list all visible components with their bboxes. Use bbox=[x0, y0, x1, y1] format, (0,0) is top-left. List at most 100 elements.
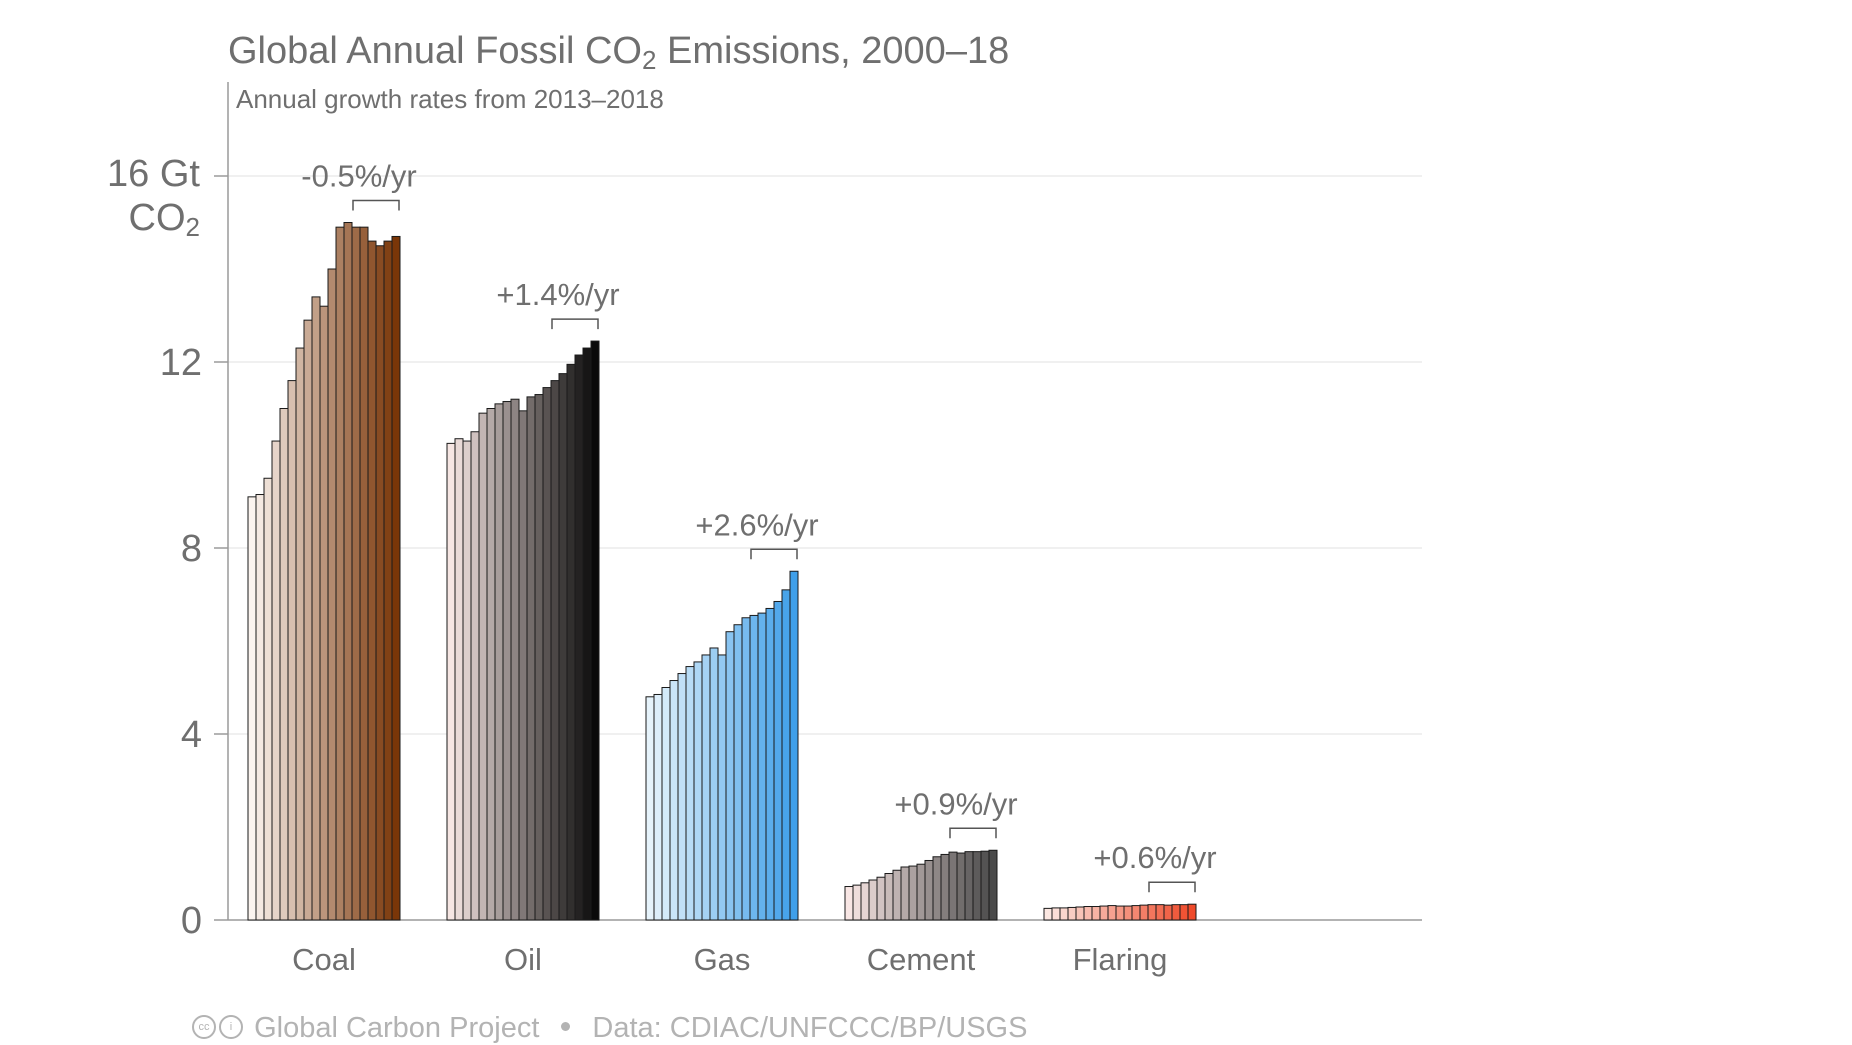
bar-coal bbox=[255, 494, 265, 921]
bar-oil bbox=[478, 412, 488, 921]
footer-credit: Global Carbon Project bbox=[254, 1012, 540, 1044]
bar-gas bbox=[749, 614, 759, 921]
bar-cement bbox=[948, 851, 958, 921]
bar-cement bbox=[900, 866, 910, 921]
bar-gas bbox=[725, 631, 735, 921]
bar-flaring bbox=[1115, 905, 1125, 921]
bar-coal bbox=[359, 226, 369, 921]
bar-cement bbox=[980, 850, 990, 921]
bar-coal bbox=[295, 347, 305, 921]
bar-coal bbox=[271, 440, 281, 921]
bar-oil bbox=[542, 387, 552, 921]
bar-gas bbox=[693, 661, 703, 921]
growth-rate-label: +0.9%/yr bbox=[894, 786, 1017, 821]
bar-oil bbox=[526, 396, 536, 921]
bar-coal bbox=[391, 235, 401, 921]
bar-cement bbox=[860, 882, 870, 921]
bar-gas bbox=[701, 654, 711, 921]
bar-flaring bbox=[1179, 904, 1189, 921]
bar-gas bbox=[661, 687, 671, 921]
bar-cement bbox=[868, 879, 878, 921]
y-tick-label: 4 bbox=[181, 714, 202, 756]
bar-cement bbox=[876, 876, 886, 921]
bar-coal bbox=[367, 240, 377, 921]
growth-rate-label: +0.6%/yr bbox=[1093, 840, 1216, 875]
bar-flaring bbox=[1051, 907, 1061, 921]
footer-separator-dot bbox=[561, 1021, 571, 1031]
bar-gas bbox=[653, 693, 663, 921]
bar-gas bbox=[677, 673, 687, 921]
growth-rate-label: +2.6%/yr bbox=[695, 507, 818, 542]
bar-cement bbox=[924, 859, 934, 921]
y-tick-label: 8 bbox=[181, 528, 202, 570]
bar-flaring bbox=[1107, 905, 1117, 921]
bar-gas bbox=[685, 666, 695, 921]
bar-coal bbox=[343, 222, 353, 921]
category-label: Coal bbox=[292, 942, 356, 977]
bar-coal bbox=[383, 240, 393, 921]
bar-flaring bbox=[1155, 904, 1165, 921]
bar-gas bbox=[669, 680, 679, 921]
bar-oil bbox=[566, 363, 576, 921]
bar-flaring bbox=[1147, 904, 1157, 921]
bar-coal bbox=[351, 226, 361, 921]
growth-bracket bbox=[750, 548, 798, 560]
bar-coal bbox=[327, 268, 337, 921]
bar-coal bbox=[311, 296, 321, 921]
category-label: Gas bbox=[694, 942, 751, 977]
bar-oil bbox=[582, 347, 592, 921]
bar-flaring bbox=[1171, 904, 1181, 921]
bar-coal bbox=[287, 380, 297, 921]
bar-cement bbox=[852, 884, 862, 921]
bar-oil bbox=[454, 438, 464, 921]
bar-cement bbox=[956, 852, 966, 921]
bar-gas bbox=[789, 570, 799, 921]
bar-gas bbox=[781, 589, 791, 921]
footer: cc i Global Carbon Project Data: CDIAC/UNF… bbox=[192, 1012, 1027, 1045]
bar-cement bbox=[964, 851, 974, 921]
bar-gas bbox=[717, 654, 727, 921]
bar-flaring bbox=[1123, 905, 1133, 921]
bar-coal bbox=[263, 477, 273, 921]
growth-bracket bbox=[352, 199, 400, 211]
bar-coal bbox=[303, 319, 313, 921]
bar-flaring bbox=[1075, 906, 1085, 921]
bar-coal bbox=[335, 226, 345, 921]
bar-coal bbox=[247, 496, 257, 921]
bar-cement bbox=[932, 856, 942, 921]
bar-cement bbox=[844, 886, 854, 921]
growth-bracket bbox=[551, 318, 599, 330]
category-label: Cement bbox=[867, 942, 976, 977]
bar-cement bbox=[908, 865, 918, 921]
bar-oil bbox=[558, 373, 568, 921]
growth-rate-label: -0.5%/yr bbox=[301, 159, 416, 194]
bar-oil bbox=[510, 398, 520, 921]
bar-cement bbox=[988, 849, 998, 921]
y-tick-label: 0 bbox=[181, 900, 202, 942]
bar-cement bbox=[916, 863, 926, 921]
y-axis-top-label: 16 Gt CO2 bbox=[107, 153, 200, 242]
growth-bracket bbox=[949, 827, 997, 839]
bar-flaring bbox=[1067, 906, 1077, 921]
bar-gas bbox=[765, 607, 775, 921]
bar-coal bbox=[319, 305, 329, 921]
category-label: Oil bbox=[504, 942, 542, 977]
chart-subtitle: Annual growth rates from 2013–2018 bbox=[236, 84, 664, 114]
bar-flaring bbox=[1187, 903, 1197, 921]
bar-flaring bbox=[1139, 904, 1149, 921]
bar-coal bbox=[375, 245, 385, 921]
attribution-icon: i bbox=[219, 1015, 243, 1040]
category-label: Flaring bbox=[1073, 942, 1168, 977]
bar-flaring bbox=[1131, 905, 1141, 921]
bar-cement bbox=[884, 873, 894, 921]
bar-flaring bbox=[1083, 906, 1093, 921]
bar-oil bbox=[446, 442, 456, 921]
bar-oil bbox=[470, 431, 480, 921]
bar-gas bbox=[709, 647, 719, 921]
bar-flaring bbox=[1163, 904, 1173, 921]
bar-oil bbox=[462, 440, 472, 921]
y-tick-label: 12 bbox=[160, 342, 202, 384]
bar-flaring bbox=[1043, 907, 1053, 921]
bar-cement bbox=[972, 851, 982, 921]
bar-oil bbox=[550, 380, 560, 921]
